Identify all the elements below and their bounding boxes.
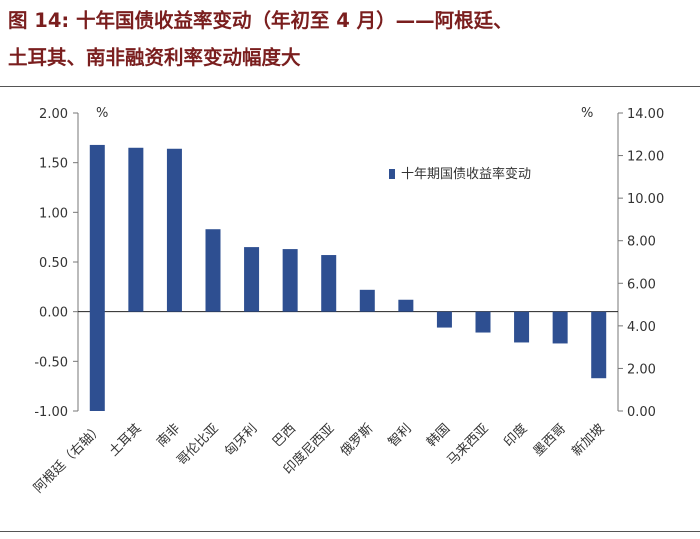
right-axis-tick-label: 2.00 [627, 362, 656, 377]
bar [514, 311, 530, 343]
bottom-divider [0, 531, 700, 532]
category-label: 印度 [501, 421, 531, 451]
category-label: 阿根廷（右轴） [31, 421, 106, 496]
right-axis-tick-label: 10.00 [627, 192, 664, 207]
bar [89, 144, 105, 411]
left-axis-tick-label: 2.00 [39, 107, 68, 122]
category-label: 土耳其 [106, 421, 144, 459]
bar [398, 299, 414, 312]
bar [591, 311, 607, 379]
bar [321, 255, 337, 312]
bar [436, 311, 452, 328]
left-axis-tick-label: 1.50 [39, 157, 68, 172]
category-label: 南非 [154, 421, 184, 451]
bar [205, 229, 221, 312]
bar [166, 148, 182, 312]
right-axis-tick-label: 8.00 [627, 235, 656, 250]
legend-swatch [389, 169, 395, 179]
category-label: 哥伦比亚 [174, 421, 221, 468]
category-label: 马来西亚 [444, 421, 491, 468]
category-label: 匈牙利 [222, 421, 260, 459]
legend-label: 十年期国债收益率变动 [401, 166, 531, 182]
bar [244, 247, 260, 312]
chart-category-labels: 阿根廷（右轴） 土耳其 南非哥伦比亚 匈牙利 巴西印度尼西亚 俄罗斯 智利 韩国马来西亚 印度墨… [31, 421, 607, 497]
left-axis-tick-label: 1.00 [39, 206, 68, 221]
left-axis-tick-label: 0.00 [39, 306, 68, 321]
bar [552, 311, 568, 344]
category-label: 韩国 [424, 421, 453, 450]
figure-title: 图 14: 十年国债收益率变动（年初至 4 月）——阿根廷、 土耳其、南非融资利… [8, 2, 698, 76]
top-divider [0, 86, 700, 87]
bar-chart: 2.00 1.50 1.00 0.50 0.00 -0.50 -1.00 14.00 12.00… [31, 106, 664, 497]
figure-title-line-1: 图 14: 十年国债收益率变动（年初至 4 月）——阿根廷、 [8, 9, 513, 32]
left-axis-tick-label: -0.50 [34, 355, 68, 370]
bar [282, 249, 298, 312]
category-label: 墨西哥 [531, 421, 569, 459]
right-axis-tick-label: 0.00 [627, 405, 656, 420]
category-label: 新加坡 [569, 421, 608, 460]
bar [128, 147, 144, 312]
category-label: 俄罗斯 [338, 421, 376, 459]
category-label: 智利 [386, 421, 415, 450]
left-axis-tick-label: -1.00 [34, 405, 68, 420]
right-axis-unit: % [581, 106, 593, 121]
right-axis-tick-label: 12.00 [627, 150, 664, 165]
right-axis-tick-label: 4.00 [627, 320, 656, 335]
chart-axes: 2.00 1.50 1.00 0.50 0.00 -0.50 -1.00 14.00 12.00… [34, 107, 664, 420]
chart-bars [89, 144, 607, 411]
left-axis-tick-label: 0.50 [39, 256, 68, 271]
figure-title-line-2: 土耳其、南非融资利率变动幅度大 [8, 46, 301, 69]
bar [475, 311, 491, 333]
left-axis-unit: % [96, 106, 108, 121]
bar [359, 289, 375, 312]
chart-legend: 十年期国债收益率变动 [389, 166, 531, 182]
right-axis-tick-label: 6.00 [627, 277, 656, 292]
right-axis-tick-label: 14.00 [627, 107, 664, 122]
category-label: 巴西 [270, 421, 299, 450]
